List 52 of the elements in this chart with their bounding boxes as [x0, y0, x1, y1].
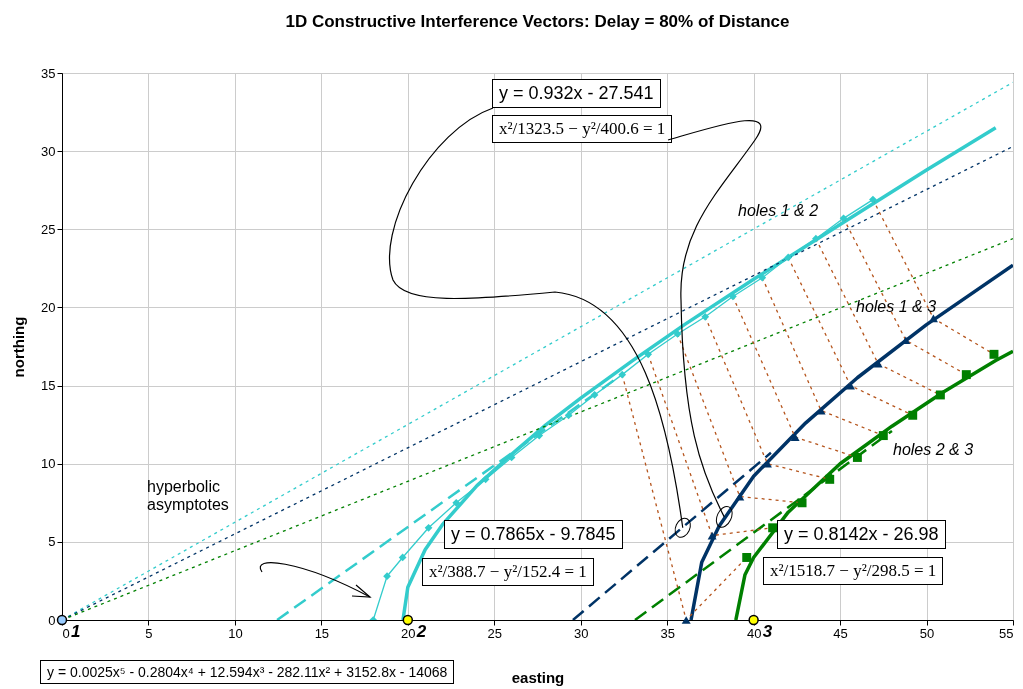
y-tick-label: 15 — [41, 378, 56, 394]
x-tick-label: 10 — [228, 625, 243, 641]
point — [590, 391, 599, 399]
x-tick-label: 0 — [62, 625, 70, 641]
x-tick-label: 40 — [746, 625, 762, 641]
y-tick-label: 20 — [41, 299, 56, 315]
point — [989, 349, 999, 359]
series-label: holes 1 & 2 — [738, 202, 819, 220]
y-axis-title: northing — [10, 316, 28, 378]
annotation: 1 — [71, 622, 81, 641]
point — [452, 498, 461, 507]
text: y = 0.0025x⁵ - 0.2804x⁴ + 12.594x³ - 282.11x² + 3152.8x - 14068 — [40, 660, 455, 684]
annotation: y = 0.8142x - 26.98 — [777, 520, 946, 549]
annotation: hyperbolic asymptotes — [147, 478, 230, 514]
y-tick-label: 5 — [48, 534, 56, 550]
annotation: x²/388.7 − y²/152.4 = 1 — [422, 558, 594, 586]
annotation: x²/1518.7 − y²/298.5 = 1 — [763, 557, 944, 585]
x-tick-label: 55 — [999, 625, 1014, 641]
series-label: holes 2 & 3 — [893, 441, 974, 459]
point — [56, 614, 68, 626]
annotation: y = 0.932x - 27.541 — [492, 79, 661, 108]
x-tick-label: 30 — [573, 625, 589, 641]
x-tick-label: 35 — [660, 625, 675, 641]
x-tick-label: 5 — [145, 625, 153, 641]
x-tick-label: 20 — [401, 625, 416, 641]
y-tick-label: 25 — [41, 221, 56, 237]
chart-title: 1D Constructive Interference Vectors: Delay = 80% of Distance — [285, 12, 790, 31]
y-tick-label: 30 — [41, 143, 56, 159]
series-label: holes 1 & 3 — [856, 298, 937, 316]
point — [383, 572, 391, 581]
annotation: y = 0.7865x - 9.7845 — [444, 520, 623, 549]
annotation: 2 — [415, 622, 427, 641]
annotation: 3 — [762, 622, 773, 641]
point — [402, 614, 414, 626]
y-tick-label: 10 — [41, 456, 56, 472]
x-tick-label: 15 — [314, 625, 330, 641]
annotation: x²/1323.5 − y²/400.6 = 1 — [492, 115, 673, 143]
point — [748, 614, 759, 626]
point — [869, 195, 877, 204]
point — [742, 553, 752, 562]
y-tick-label: 35 — [41, 65, 56, 81]
point — [398, 553, 407, 562]
point — [424, 523, 433, 532]
x-tick-label: 45 — [833, 625, 848, 641]
point — [681, 616, 691, 624]
point — [481, 475, 490, 484]
point — [564, 411, 573, 420]
point — [618, 370, 627, 379]
x-axis-title: easting — [511, 668, 565, 686]
x-tick-label: 50 — [919, 625, 935, 641]
x-tick-label: 25 — [487, 625, 503, 641]
y-tick-label: 0 — [48, 612, 56, 628]
